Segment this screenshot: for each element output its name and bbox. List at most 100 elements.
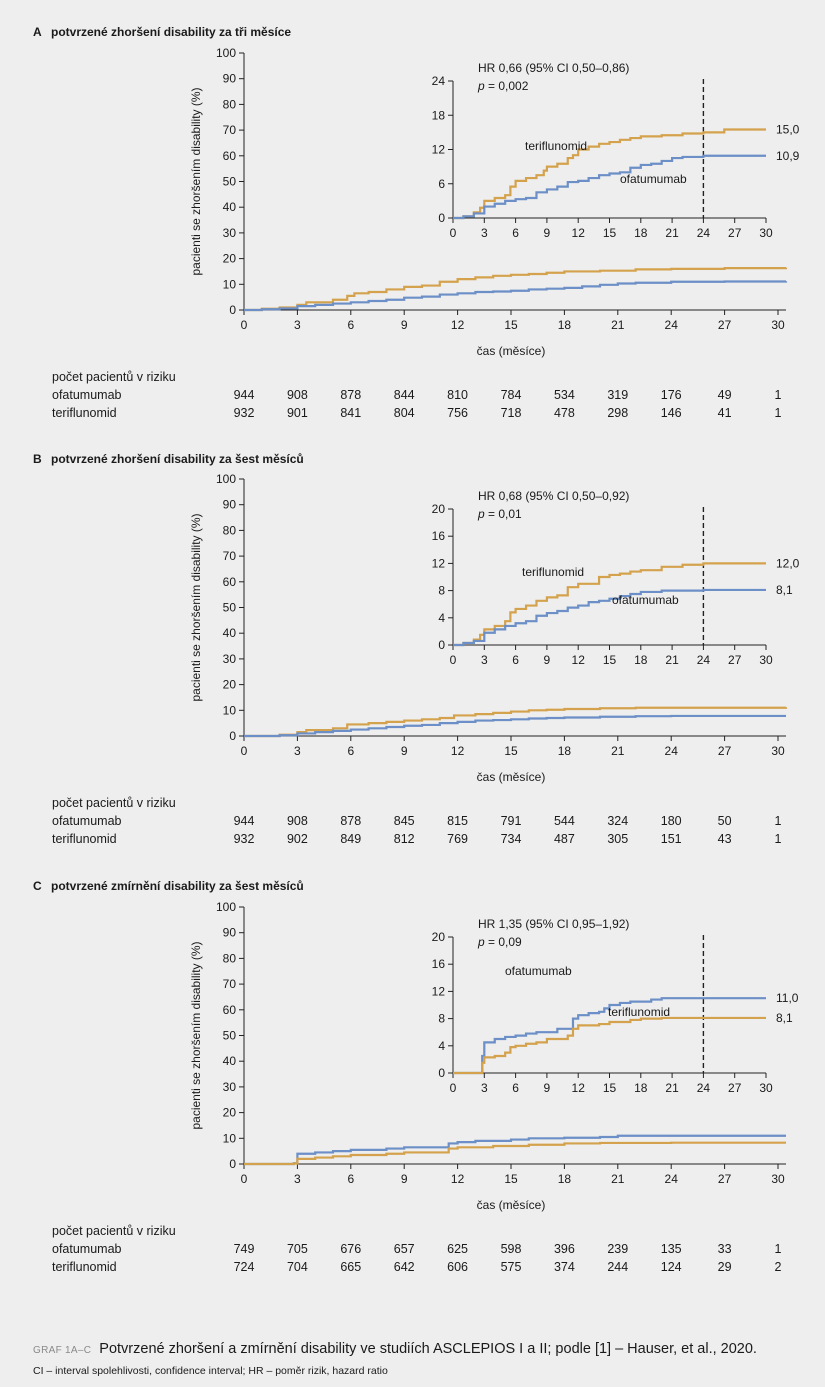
p-value: = 0,01 [485, 507, 522, 521]
inset-y-tick-label: 12 [432, 143, 446, 157]
inset-x-tick-label: 27 [728, 653, 742, 667]
risk-count-ofatumumab: 791 [500, 814, 522, 828]
inset-x-tick-label: 27 [728, 226, 742, 240]
risk-count-teriflunomid: 29 [717, 1260, 732, 1274]
risk-count-teriflunomid: 734 [500, 832, 522, 846]
p-symbol: p [477, 79, 485, 93]
x-tick-label: 6 [347, 318, 354, 332]
risk-row-label-ofatumumab: ofatumumab [52, 814, 122, 828]
x-tick-label: 6 [347, 1172, 354, 1186]
series-line-teriflunomid [244, 267, 788, 312]
x-tick-label: 3 [294, 744, 301, 758]
risk-header: počet pacientů v riziku [52, 1224, 176, 1238]
y-tick-label: 0 [229, 303, 236, 317]
y-tick-label: 0 [229, 1157, 236, 1171]
inset-x-tick-label: 21 [665, 226, 679, 240]
risk-count-ofatumumab: 810 [447, 388, 469, 402]
x-tick-label: 9 [401, 1172, 408, 1186]
x-tick-label: 0 [241, 744, 248, 758]
y-tick-label: 40 [223, 626, 237, 640]
inset-end-value-ofatumumab: 11,0 [776, 991, 799, 1005]
panel-title-text: potvrzené zhoršení disability za šest mě… [51, 452, 304, 466]
inset-x-tick-label: 24 [697, 653, 711, 667]
y-tick-label: 60 [223, 575, 237, 589]
y-tick-label: 80 [223, 97, 237, 111]
risk-count-teriflunomid: 704 [286, 1260, 308, 1274]
x-tick-label: 21 [611, 1172, 625, 1186]
risk-count-ofatumumab: 878 [340, 388, 362, 402]
risk-row-label-teriflunomid: teriflunomid [52, 406, 117, 420]
x-tick-label: 24 [665, 744, 679, 758]
inset-x-tick-label: 15 [603, 1081, 617, 1095]
risk-count-ofatumumab: 844 [393, 388, 415, 402]
y-tick-label: 30 [223, 226, 237, 240]
inset-y-tick-label: 8 [438, 584, 445, 598]
y-tick-label: 70 [223, 977, 237, 991]
y-tick-label: 70 [223, 123, 237, 137]
inset-x-tick-label: 9 [544, 653, 551, 667]
x-tick-label: 6 [347, 744, 354, 758]
x-tick-label: 18 [558, 318, 572, 332]
inset-x-tick-label: 21 [665, 653, 679, 667]
y-axis-label: pacienti se zhoršením disability (%) [189, 513, 203, 701]
inset-x-tick-label: 9 [544, 1081, 551, 1095]
inset-x-tick-label: 6 [512, 653, 519, 667]
x-tick-label: 3 [294, 318, 301, 332]
x-tick-label: 3 [294, 1172, 301, 1186]
inset-y-tick-label: 20 [432, 502, 446, 516]
risk-count-ofatumumab: 135 [660, 1242, 682, 1256]
x-tick-label: 12 [451, 744, 465, 758]
x-tick-label: 15 [504, 744, 518, 758]
panel-letter: B [33, 452, 42, 466]
inset-x-tick-label: 15 [603, 226, 617, 240]
risk-count-teriflunomid: 575 [500, 1260, 522, 1274]
figure-caption: GRAF 1A–C Potvrzené zhoršení a zmírnění d… [33, 1341, 757, 1357]
risk-count-teriflunomid: 244 [607, 1260, 629, 1274]
x-tick-label: 18 [558, 1172, 572, 1186]
risk-count-ofatumumab: 1 [774, 1242, 782, 1256]
y-tick-label: 90 [223, 498, 237, 512]
inset-x-tick-label: 21 [665, 1081, 679, 1095]
x-tick-label: 12 [451, 1172, 465, 1186]
y-tick-label: 100 [216, 46, 236, 60]
inset-label-ofatumumab: ofatumumab [505, 964, 572, 978]
inset-end-value-teriflunomid: 15,0 [776, 123, 800, 137]
inset-label-teriflunomid: teriflunomid [522, 565, 584, 579]
x-tick-label: 15 [504, 1172, 518, 1186]
risk-count-teriflunomid: 374 [553, 1260, 575, 1274]
inset-hr-text: HR 1,35 (95% CI 0,95–1,92) [478, 917, 629, 931]
x-tick-label: 9 [401, 318, 408, 332]
panel-title-text: potvrzené zmírnění disability za šest mě… [51, 879, 304, 893]
inset-end-value-teriflunomid: 8,1 [776, 1011, 793, 1025]
y-tick-label: 30 [223, 1080, 237, 1094]
inset-y-tick-label: 0 [438, 211, 445, 225]
y-tick-label: 50 [223, 1029, 237, 1043]
risk-count-ofatumumab: 944 [233, 388, 255, 402]
risk-count-teriflunomid: 902 [286, 832, 308, 846]
inset-series-line-ofatumumab [453, 588, 766, 647]
x-axis-label: čas (měsíce) [477, 1198, 546, 1212]
y-tick-label: 100 [216, 472, 236, 486]
x-tick-label: 0 [241, 1172, 248, 1186]
y-tick-label: 60 [223, 1003, 237, 1017]
inset-y-tick-label: 20 [432, 930, 446, 944]
risk-count-teriflunomid: 298 [607, 406, 629, 420]
risk-count-ofatumumab: 676 [340, 1242, 362, 1256]
inset-series-line-ofatumumab [453, 997, 766, 1075]
inset-hr-text: HR 0,66 (95% CI 0,50–0,86) [478, 61, 629, 75]
risk-count-ofatumumab: 705 [286, 1242, 308, 1256]
inset-p-text: p = 0,01 [477, 507, 522, 521]
risk-count-teriflunomid: 724 [233, 1260, 255, 1274]
y-tick-label: 70 [223, 549, 237, 563]
x-axis-label: čas (měsíce) [477, 344, 546, 358]
inset-series-line-teriflunomid [453, 562, 766, 647]
inset-x-tick-label: 3 [481, 653, 488, 667]
risk-row-label-teriflunomid: teriflunomid [52, 1260, 117, 1274]
risk-count-teriflunomid: 849 [340, 832, 362, 846]
y-tick-label: 20 [223, 678, 237, 692]
x-tick-label: 15 [504, 318, 518, 332]
risk-count-ofatumumab: 784 [500, 388, 522, 402]
inset-y-tick-label: 6 [438, 177, 445, 191]
y-axis-label: pacienti se zhoršením disability (%) [189, 87, 203, 275]
